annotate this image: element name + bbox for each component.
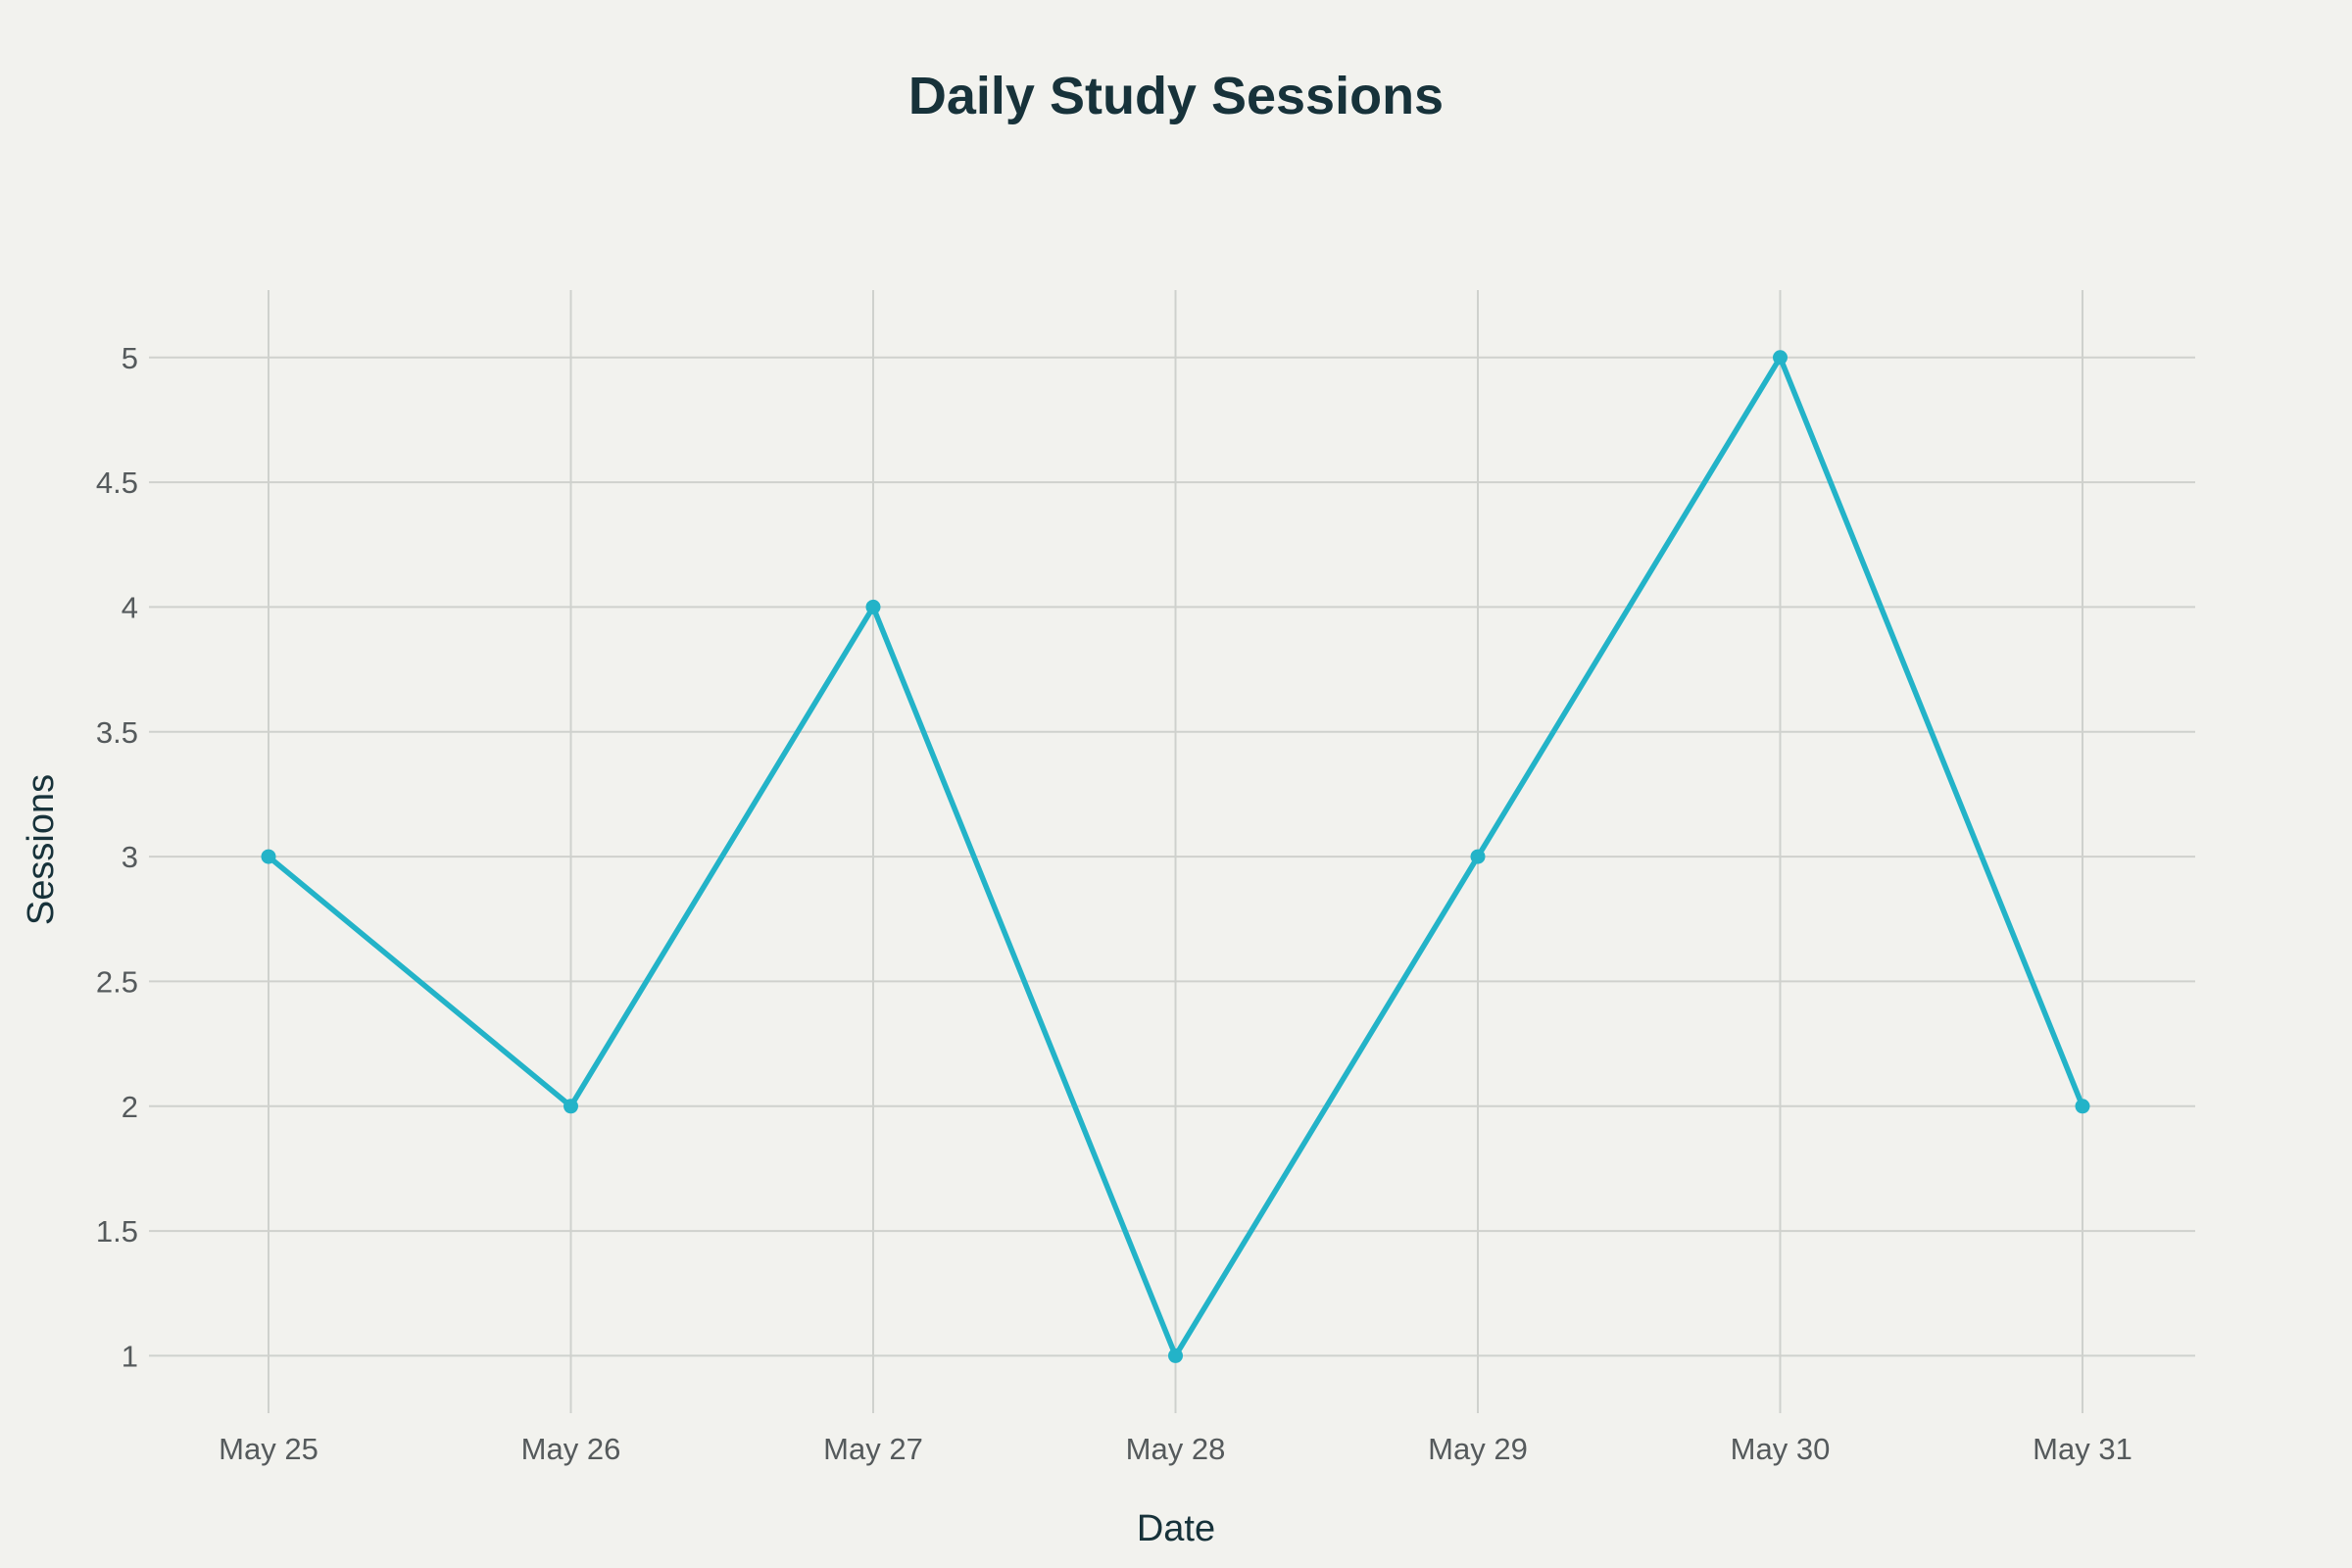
x-tick-label: May 31 <box>2033 1432 2132 1466</box>
y-tick-label: 1 <box>122 1339 138 1373</box>
data-point <box>564 1099 578 1114</box>
x-axis-title: Date <box>1137 1508 1215 1549</box>
y-tick-label: 3.5 <box>96 715 138 750</box>
x-tick-label: May 28 <box>1126 1432 1226 1466</box>
y-tick-label: 2.5 <box>96 964 138 999</box>
y-tick-label: 4.5 <box>96 466 138 500</box>
data-point <box>2075 1099 2090 1114</box>
y-tick-label: 5 <box>122 341 138 375</box>
y-tick-label: 1.5 <box>96 1214 138 1249</box>
x-tick-label: May 30 <box>1731 1432 1831 1466</box>
y-axis-title: Sessions <box>21 774 62 925</box>
y-axis-ticks: 1 1.5 2 2.5 3 3.5 4 4.5 5 <box>96 341 138 1374</box>
x-axis-ticks: May 25 May 26 May 27 May 28 May 29 May 30 May … <box>219 1432 2132 1466</box>
x-tick-label: May 29 <box>1428 1432 1528 1466</box>
chart-title: Daily Study Sessions <box>908 67 1444 125</box>
x-tick-label: May 26 <box>521 1432 621 1466</box>
x-tick-label: May 27 <box>823 1432 923 1466</box>
y-tick-label: 4 <box>122 590 138 624</box>
data-point <box>865 599 881 614</box>
x-tick-label: May 25 <box>219 1432 318 1466</box>
y-tick-label: 3 <box>122 840 138 874</box>
point-layer <box>261 350 2090 1363</box>
data-point <box>1773 350 1788 366</box>
data-point <box>261 849 276 864</box>
data-point <box>1470 849 1486 864</box>
y-tick-label: 2 <box>122 1090 138 1124</box>
grid <box>149 290 2195 1413</box>
data-point <box>1168 1348 1183 1363</box>
